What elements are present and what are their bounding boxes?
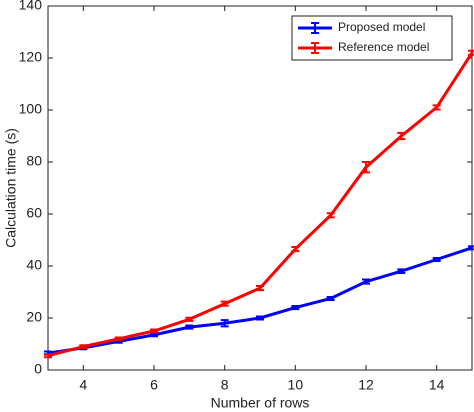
legend-label: Proposed model [338,20,425,34]
y-tick-label: 0 [34,361,42,377]
y-tick-label: 100 [19,101,43,117]
x-axis-label: Number of rows [211,395,310,411]
error-bar [256,285,264,292]
y-tick-label: 40 [26,257,42,273]
error-bar [326,295,335,302]
y-axis-label: Calculation time (s) [3,128,19,248]
y-tick-label: 60 [26,205,42,221]
y-tick-label: 20 [26,309,42,325]
error-bar [397,268,406,275]
error-bar [256,315,264,321]
error-bar [468,49,474,56]
error-bar [468,245,474,251]
error-bar [185,316,194,322]
error-bar [114,336,123,342]
error-bar [362,278,370,285]
error-bar [185,324,194,330]
series-line [47,246,473,355]
series-line [47,51,474,358]
x-tick-label: 6 [150,377,158,393]
plot-frame [47,5,473,371]
error-bar [291,305,300,311]
error-bar [362,161,370,174]
error-bar [291,246,300,253]
error-bar [432,256,441,263]
y-tick-label: 120 [19,49,43,65]
error-bar [397,131,406,141]
legend-label: Reference model [338,40,429,54]
error-bar [220,319,229,328]
y-tick-label: 80 [26,153,42,169]
error-bar [44,353,52,359]
y-tick-label: 140 [19,0,43,13]
x-tick-label: 12 [358,377,374,393]
error-bar [150,328,158,334]
error-bar [220,300,229,307]
x-tick-label: 14 [429,377,445,393]
x-tick-label: 8 [221,377,229,393]
legend-swatch-bar [311,22,319,34]
error-bar [79,344,88,349]
x-tick-label: 4 [79,377,87,393]
error-bar [432,104,441,111]
error-bar [150,332,158,338]
error-bar [326,212,335,219]
x-tick-label: 10 [288,377,304,393]
legend-swatch-bar [311,42,319,54]
